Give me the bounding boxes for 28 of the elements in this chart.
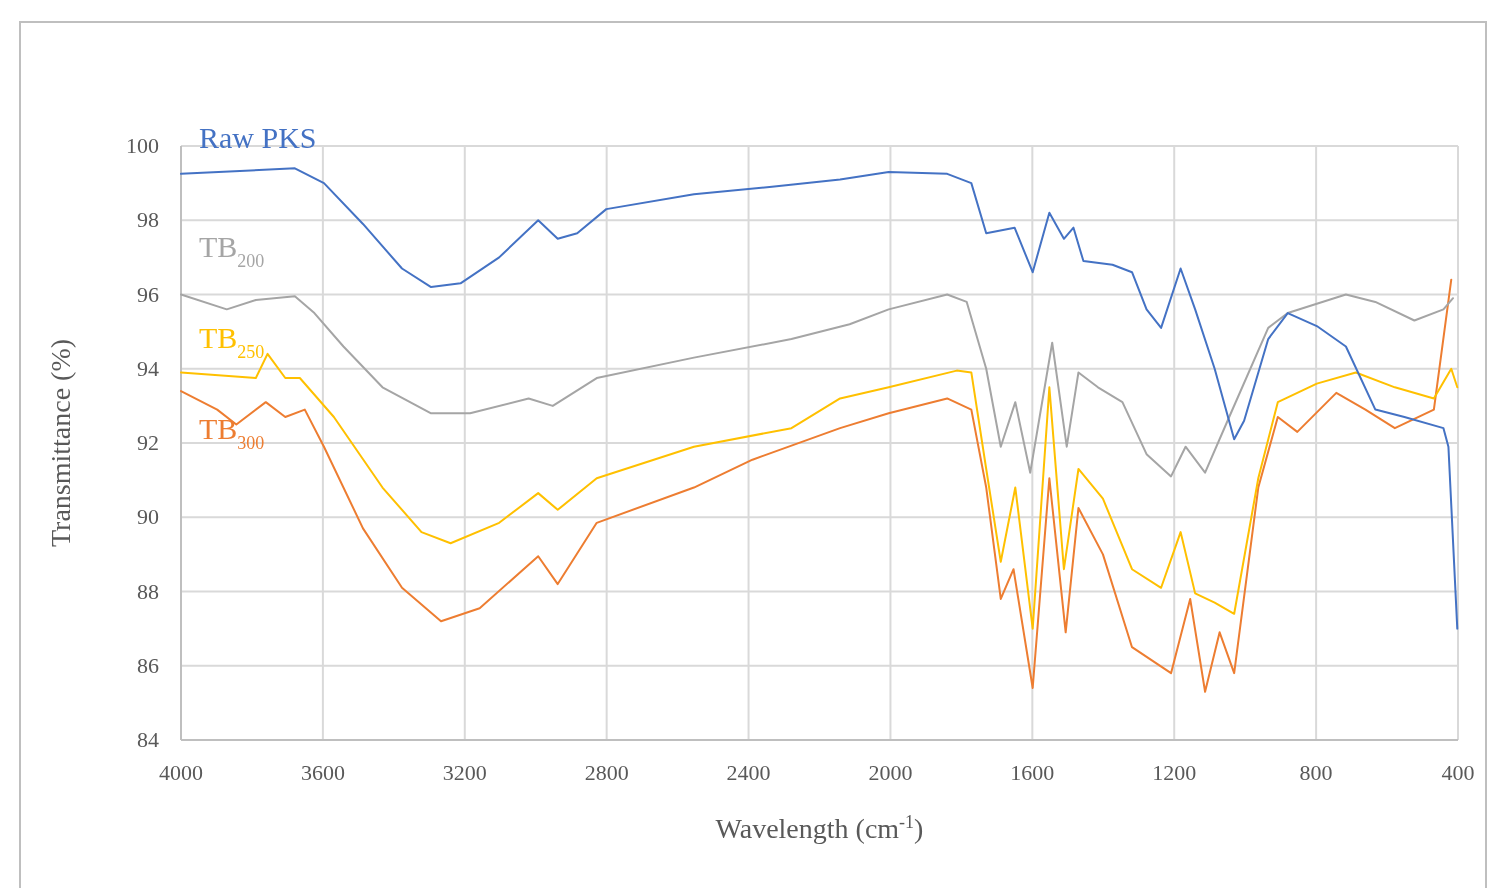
series-label: TB$_{300}$: [199, 412, 265, 454]
y-tick-label: 84: [137, 727, 159, 752]
line-series: [180, 293, 1455, 478]
line-series: [180, 278, 1453, 693]
y-tick-label: 92: [137, 430, 159, 455]
series-label: TB$_{200}$: [199, 229, 265, 271]
series-label: TB$_{250}$: [199, 321, 265, 363]
x-tick-label: 1200: [1152, 760, 1197, 785]
x-tick-label: 2000: [868, 760, 913, 785]
y-tick-label: 100: [126, 133, 159, 158]
y-tick-label: 88: [137, 578, 159, 604]
x-tick-label: 4000: [159, 760, 203, 785]
line-series: [180, 167, 1459, 630]
series-label: Raw PKS: [199, 120, 317, 154]
x-tick-label: 3200: [442, 760, 487, 785]
x-axis-title: Wavelength (cm$^{-1}$): [715, 812, 924, 844]
y-axis-title: Transmittance (%): [45, 338, 76, 548]
x-tick-label: 3600: [300, 760, 345, 785]
x-tick-label: 400: [1441, 760, 1475, 785]
y-tick-label: 86: [137, 652, 159, 678]
y-tick-label: 90: [137, 504, 159, 530]
y-tick-label: 96: [137, 281, 159, 307]
y-tick-label: 94: [137, 355, 159, 381]
x-tick-label: 800: [1299, 760, 1333, 785]
x-tick-label: 2400: [726, 760, 771, 785]
x-tick-label: 2800: [584, 760, 629, 785]
x-tick-label: 1600: [1010, 760, 1055, 785]
y-tick-label: 98: [137, 207, 159, 233]
